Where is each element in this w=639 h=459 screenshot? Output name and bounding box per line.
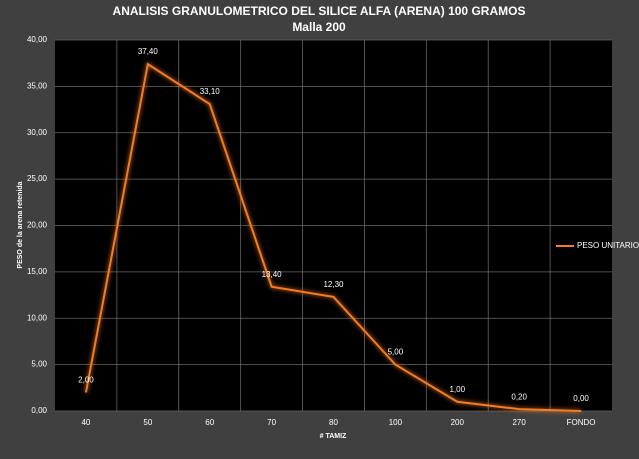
y-tick-label: 15,00 <box>27 267 48 276</box>
x-tick-label: 50 <box>143 418 152 427</box>
y-tick-label: 25,00 <box>27 174 48 183</box>
y-tick-label: 35,00 <box>27 81 48 90</box>
y-tick-label: 30,00 <box>27 128 48 137</box>
chart-subtitle: Malla 200 <box>292 20 346 34</box>
x-tick-label: FONDO <box>567 418 596 427</box>
x-tick-label: 40 <box>81 418 90 427</box>
y-tick-label: 10,00 <box>27 313 48 322</box>
data-label: 0,20 <box>511 392 527 401</box>
x-axis-label: # TAMIZ <box>320 433 347 440</box>
x-tick-label: 200 <box>451 418 465 427</box>
data-label: 1,00 <box>449 385 465 394</box>
data-label: 37,40 <box>138 47 159 56</box>
data-label: 2,00 <box>78 376 94 385</box>
data-label: 5,00 <box>388 348 404 357</box>
legend-label: PESO UNITARIO <box>577 241 639 250</box>
x-tick-label: 60 <box>205 418 214 427</box>
y-tick-label: 5,00 <box>31 360 47 369</box>
data-label: 12,30 <box>323 280 344 289</box>
series-line <box>84 62 582 412</box>
x-tick-label: 70 <box>267 418 276 427</box>
x-tick-label: 80 <box>329 418 338 427</box>
data-label: 13,40 <box>262 270 283 279</box>
y-tick-label: 40,00 <box>27 35 48 44</box>
y-tick-label: 20,00 <box>27 221 48 230</box>
data-label: 33,10 <box>200 87 221 96</box>
y-tick-label: 0,00 <box>31 406 47 415</box>
x-tick-label: 100 <box>389 418 403 427</box>
y-axis-label: PESO de la arena retenida <box>17 181 24 268</box>
data-label: 0,00 <box>573 394 589 403</box>
chart-title: ANALISIS GRANULOMETRICO DEL SILICE ALFA … <box>113 4 526 18</box>
x-tick-label: 270 <box>512 418 526 427</box>
